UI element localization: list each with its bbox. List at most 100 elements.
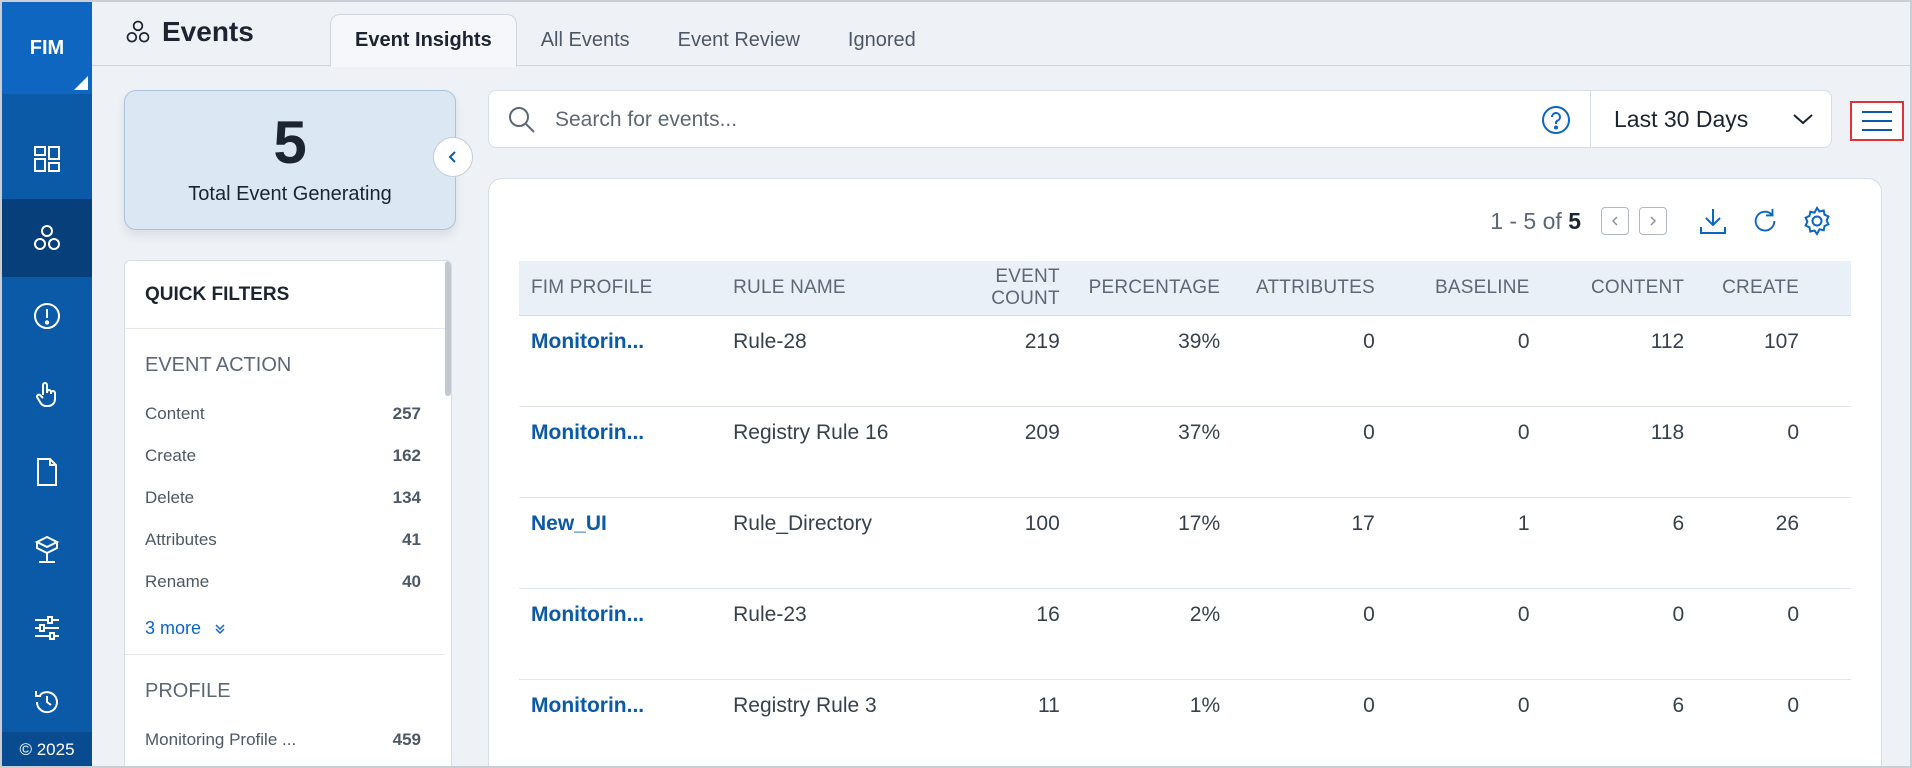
profile-list: Monitoring Profile ... 459 (125, 719, 451, 761)
download-icon (1700, 209, 1726, 234)
filter-item-delete[interactable]: Delete 134 (125, 477, 451, 519)
history-icon (35, 691, 58, 714)
cell-rule-name: Rule-28 (721, 315, 918, 407)
cell-event-count: 16 (917, 588, 1072, 680)
assets-icon (34, 535, 60, 563)
collapse-panel-button[interactable] (433, 137, 473, 177)
events-table-panel: 1 - 5 of 5 FIM PROFILE RULE NAME (488, 178, 1882, 766)
cell-fim-profile[interactable]: Monitorin... (519, 406, 722, 498)
filter-item-profile[interactable]: Monitoring Profile ... 459 (125, 719, 451, 761)
cell-fim-profile[interactable]: Monitorin... (519, 588, 722, 680)
cell-content: 6 (1541, 497, 1697, 589)
double-chevron-down-icon (215, 623, 225, 634)
table-settings-button[interactable] (1799, 203, 1835, 239)
sidebar-item-history[interactable] (2, 667, 92, 737)
download-button[interactable] (1695, 203, 1731, 239)
sidebar-item-assets[interactable] (2, 511, 92, 589)
help-icon[interactable] (1541, 105, 1571, 135)
search-icon (509, 107, 535, 133)
prev-page-button[interactable] (1601, 207, 1629, 235)
events-icon (126, 20, 150, 43)
date-range-select[interactable]: Last 30 Days (1590, 91, 1832, 147)
touch-icon (36, 382, 56, 407)
filter-item-content[interactable]: Content 257 (125, 393, 451, 435)
filter-count: 257 (392, 404, 421, 423)
filter-label: Delete (145, 488, 195, 507)
summary-card: 5 Total Event Generating (124, 90, 456, 230)
cell-event-count: 11 (917, 679, 1072, 766)
column-header-create[interactable]: CREATE (1696, 261, 1851, 316)
refresh-icon (1754, 208, 1776, 232)
cell-percentage: 2% (1071, 588, 1233, 680)
sidebar-item-dashboard[interactable] (2, 120, 92, 198)
filter-item-attributes[interactable]: Attributes 41 (125, 519, 451, 561)
column-header-attributes[interactable]: ATTRIBUTES (1232, 261, 1387, 316)
cell-fim-profile[interactable]: Monitorin... (519, 679, 722, 766)
alert-icon (34, 303, 60, 329)
cell-content: 0 (1541, 588, 1697, 680)
events-icon (34, 225, 60, 250)
cell-percentage: 39% (1071, 315, 1233, 407)
cell-content: 6 (1541, 679, 1697, 766)
page-range-text: 1 - 5 of (1490, 207, 1562, 234)
events-table: FIM PROFILE RULE NAME EVENT COUNT PERCEN… (519, 261, 1851, 766)
table-header-row: FIM PROFILE RULE NAME EVENT COUNT PERCEN… (519, 261, 1851, 316)
filter-item-create[interactable]: Create 162 (125, 435, 451, 477)
column-header-rule-name[interactable]: RULE NAME (721, 261, 918, 316)
tab-ignored[interactable]: Ignored (847, 29, 916, 51)
sidebar-item-documents[interactable] (2, 433, 92, 511)
gear-icon (1804, 206, 1830, 236)
tab-event-insights[interactable]: Event Insights (330, 14, 517, 67)
menu-button[interactable] (1850, 101, 1904, 141)
cell-baseline: 0 (1386, 406, 1542, 498)
dashboard-icon (34, 146, 60, 172)
cell-percentage: 37% (1071, 406, 1233, 498)
tab-all-events[interactable]: All Events (540, 29, 630, 51)
filter-label: Attributes (145, 530, 217, 549)
brand-logo[interactable]: FIM (2, 2, 92, 94)
chevron-right-icon (1650, 216, 1657, 226)
table-row[interactable]: Monitorin... Registry Rule 16 209 37% 0 … (519, 406, 1851, 498)
cell-event-count: 219 (917, 315, 1072, 407)
cell-create: 0 (1696, 588, 1851, 680)
search-input[interactable] (555, 101, 1455, 139)
search-bar: Last 30 Days (488, 90, 1832, 148)
cell-fim-profile[interactable]: New_UI (519, 497, 722, 589)
date-range-value: Last 30 Days (1614, 105, 1749, 132)
column-header-event-count[interactable]: EVENT COUNT (917, 261, 1072, 316)
column-header-content[interactable]: CONTENT (1541, 261, 1697, 316)
sidebar-item-alerts[interactable] (2, 277, 92, 355)
table-row[interactable]: Monitorin... Rule-23 16 2% 0 0 0 0 (519, 588, 1851, 680)
column-header-fim-profile[interactable]: FIM PROFILE (519, 261, 722, 316)
sidebar-item-settings[interactable] (2, 589, 92, 667)
next-page-button[interactable] (1639, 207, 1667, 235)
page-total: 5 (1568, 207, 1581, 234)
cell-attributes: 0 (1232, 679, 1387, 766)
table-row[interactable]: Monitorin... Registry Rule 3 11 1% 0 0 6… (519, 679, 1851, 766)
filter-label: Content (145, 404, 205, 423)
filters-scroll-thumb[interactable] (445, 261, 451, 396)
refresh-button[interactable] (1747, 203, 1783, 239)
sidebar-item-events[interactable] (2, 199, 92, 277)
column-header-percentage[interactable]: PERCENTAGE (1071, 261, 1233, 316)
column-header-baseline[interactable]: BASELINE (1386, 261, 1542, 316)
table-row[interactable]: Monitorin... Rule-28 219 39% 0 0 112 107 (519, 315, 1851, 407)
chevron-down-icon (1793, 114, 1813, 125)
tab-event-review[interactable]: Event Review (677, 29, 800, 51)
filter-item-rename[interactable]: Rename 40 (125, 561, 451, 603)
cell-baseline: 0 (1386, 588, 1542, 680)
filters-scrollbar[interactable] (445, 261, 451, 766)
brand-label: FIM (29, 36, 65, 59)
cell-rule-name: Rule_Directory (721, 497, 918, 589)
show-more-label: 3 more (145, 618, 202, 638)
sidebar-item-touch[interactable] (2, 355, 92, 433)
cell-fim-profile[interactable]: Monitorin... (519, 315, 722, 407)
sliders-icon (35, 616, 59, 640)
show-more-link[interactable]: 3 more (125, 603, 445, 655)
quick-filters-panel: QUICK FILTERS EVENT ACTION Content 257 C… (124, 260, 452, 766)
cell-create: 0 (1696, 679, 1851, 766)
cell-attributes: 0 (1232, 406, 1387, 498)
cell-baseline: 0 (1386, 315, 1542, 407)
table-row[interactable]: New_UI Rule_Directory 100 17% 17 1 6 26 (519, 497, 1851, 589)
filter-label: Monitoring Profile ... (145, 730, 297, 749)
